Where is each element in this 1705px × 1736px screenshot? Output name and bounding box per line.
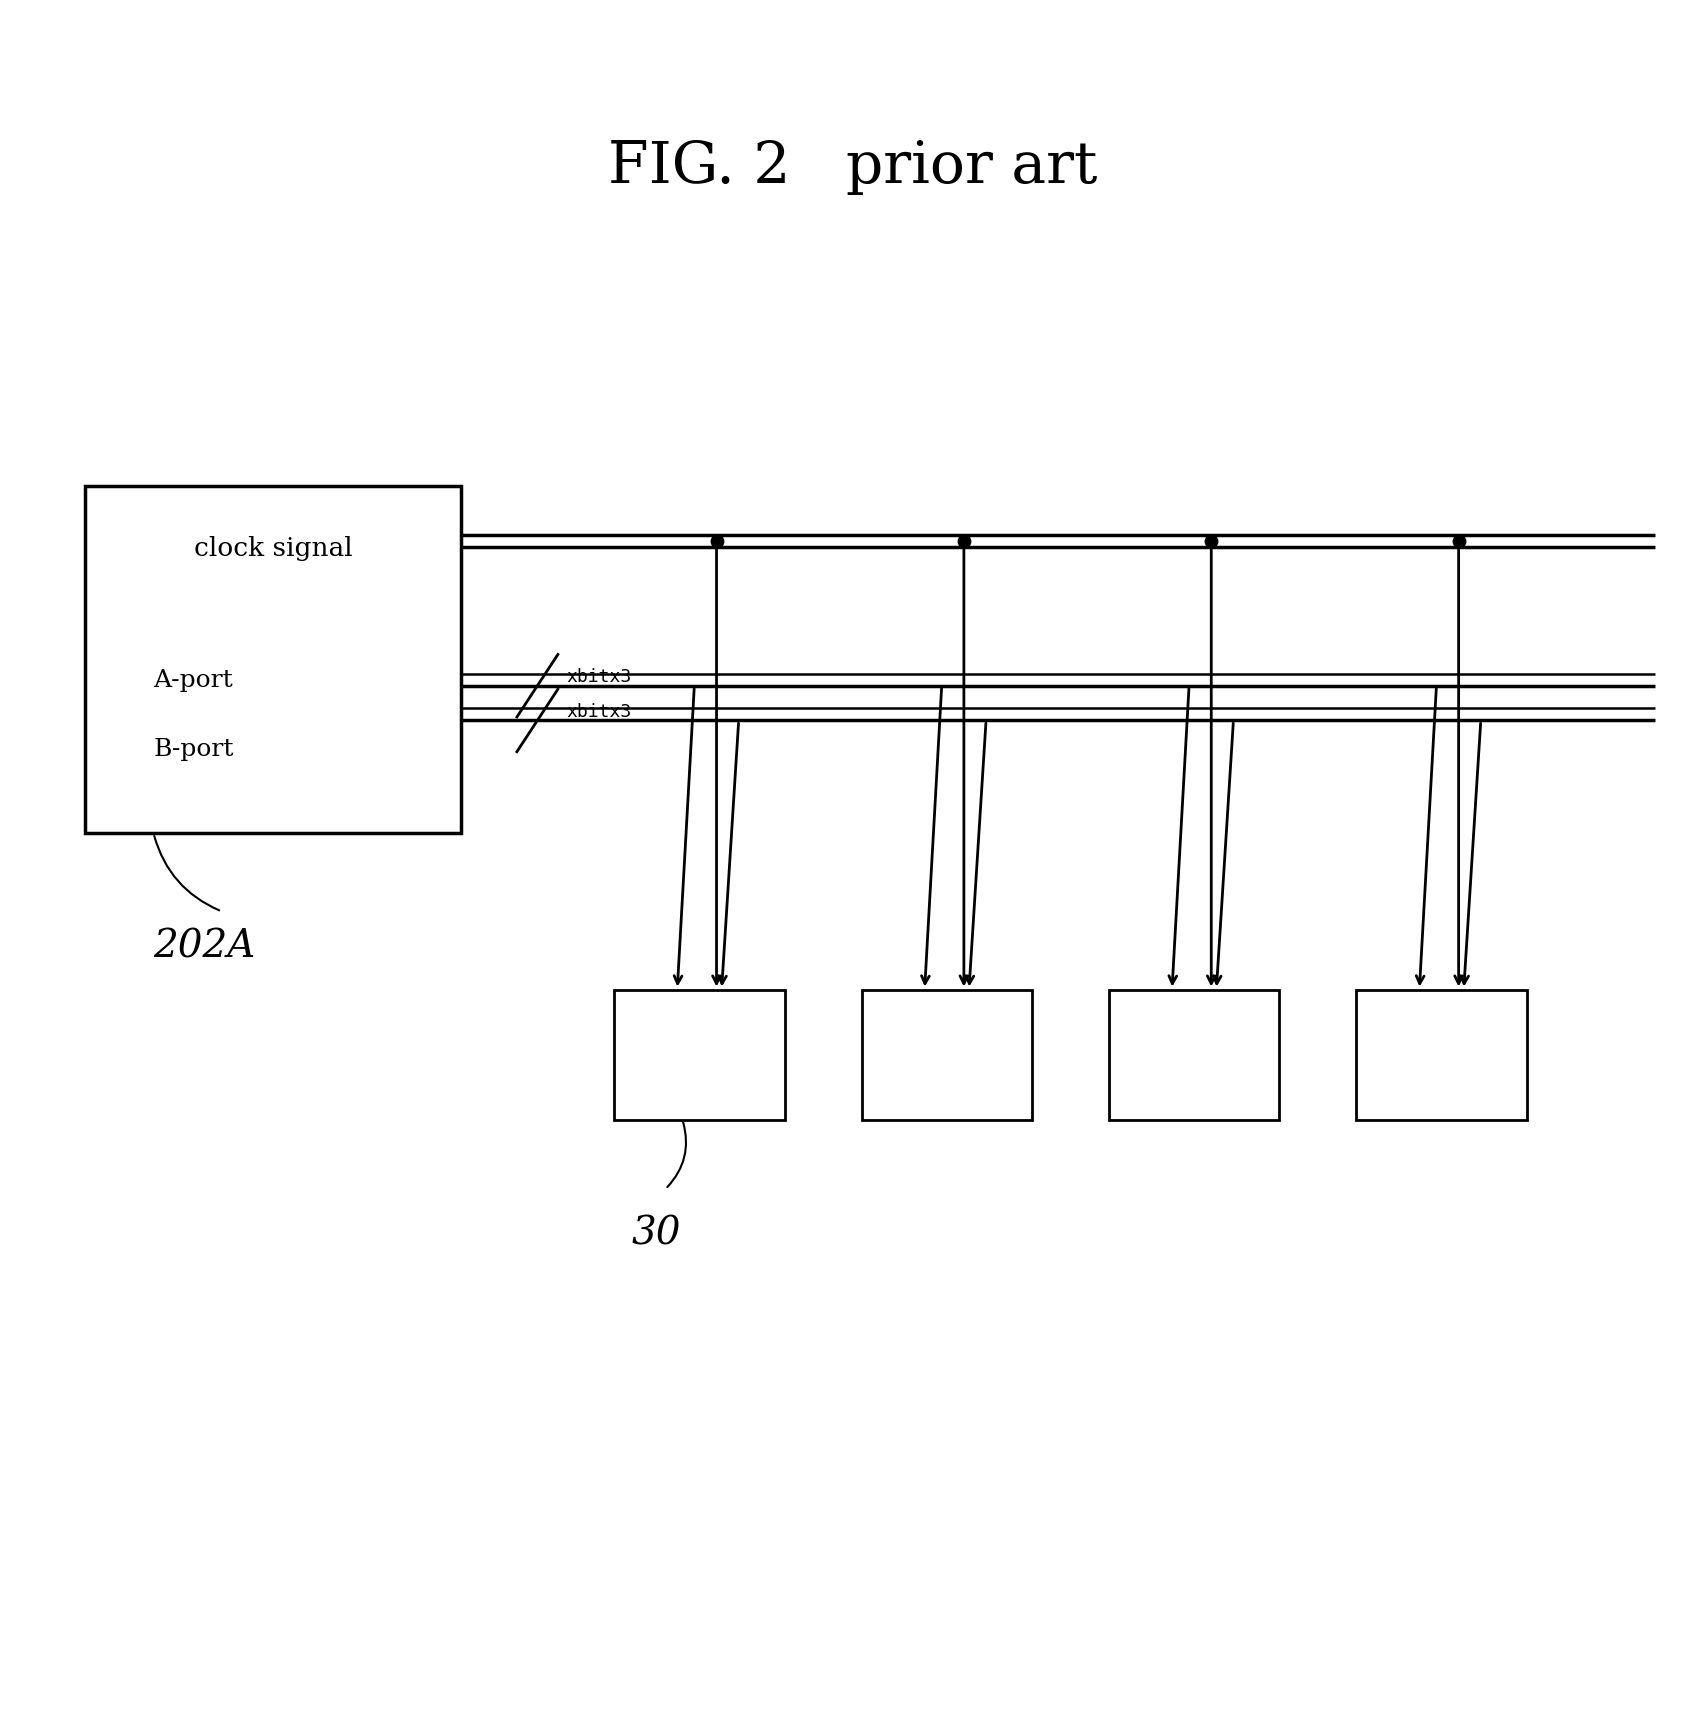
Bar: [861, 990, 1032, 1120]
Text: xbitx3: xbitx3: [566, 703, 631, 720]
Bar: [1108, 990, 1279, 1120]
Text: clock signal: clock signal: [194, 536, 351, 561]
Text: 202A: 202A: [153, 929, 256, 965]
Text: A-port: A-port: [153, 668, 234, 693]
Text: 30: 30: [631, 1215, 680, 1252]
Bar: [1355, 990, 1526, 1120]
Bar: [85, 486, 460, 833]
Text: B-port: B-port: [153, 738, 234, 762]
Bar: [614, 990, 784, 1120]
Text: FIG. 2   prior art: FIG. 2 prior art: [609, 139, 1096, 194]
Text: xbitx3: xbitx3: [566, 668, 631, 686]
